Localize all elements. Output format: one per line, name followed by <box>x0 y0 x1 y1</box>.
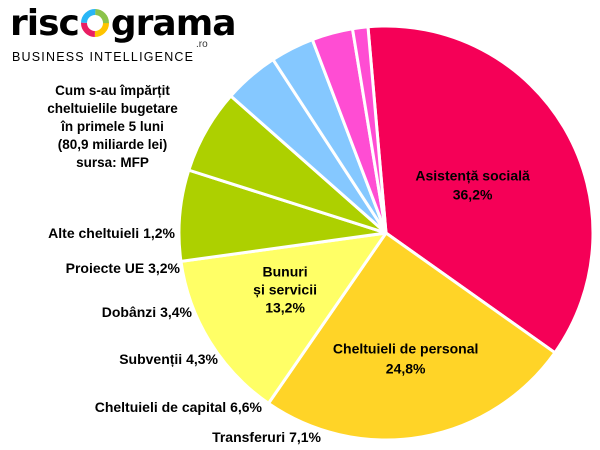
brand-tagline: BUSINESS INTELLIGENCE <box>12 50 195 64</box>
slice-label-outer: Dobânzi 3,4% <box>102 304 193 320</box>
slice-label-value: 13,2% <box>265 300 305 316</box>
chart-subtitle: Cum s-au împărțit cheltuielile bugetare … <box>20 82 205 172</box>
slice-label-value: 24,8% <box>386 360 426 376</box>
slice-asistenta-sociala <box>366 24 595 355</box>
subtitle-line: (80,9 miliarde lei) <box>57 137 168 152</box>
slice-label-name: și servicii <box>253 282 317 298</box>
brand-name-left: risc <box>10 3 80 44</box>
slice-alte-cheltuieli <box>350 25 388 235</box>
slice-label-outer: Transferuri 7,1% <box>212 429 321 445</box>
slice-label-name: Cheltuieli de personal <box>333 340 478 356</box>
slice-label-value: 36,2% <box>453 187 493 203</box>
slice-cheltuieli-de-personal <box>266 231 557 442</box>
subtitle-line: în primele 5 luni <box>61 119 164 134</box>
brand-logo: risc grama .ro BUSINESS INTELLIGENCE <box>10 4 236 66</box>
slice-label-outer: Cheltuieli de capital 6,6% <box>95 399 263 415</box>
slice-label-outer: Proiecte UE 3,2% <box>66 260 181 276</box>
logo-ring-icon <box>80 9 109 37</box>
subtitle-line: Cum s-au împărțit <box>55 83 170 98</box>
subtitle-line: sursa: MFP <box>76 155 149 170</box>
slice-label-name: Asistență socială <box>415 168 530 184</box>
brand-wordmark: risc grama <box>10 4 236 44</box>
slice-label-outer: Alte cheltuieli 1,2% <box>48 225 175 241</box>
brand-suffix: .ro <box>196 39 208 50</box>
slice-label-name: Bunuri <box>263 264 308 280</box>
subtitle-line: cheltuielile bugetare <box>47 101 178 116</box>
slice-bunuri-si-servicii <box>179 231 388 405</box>
slice-label-outer: Subvenții 4,3% <box>119 351 218 367</box>
brand-name-right: grama <box>110 3 237 44</box>
